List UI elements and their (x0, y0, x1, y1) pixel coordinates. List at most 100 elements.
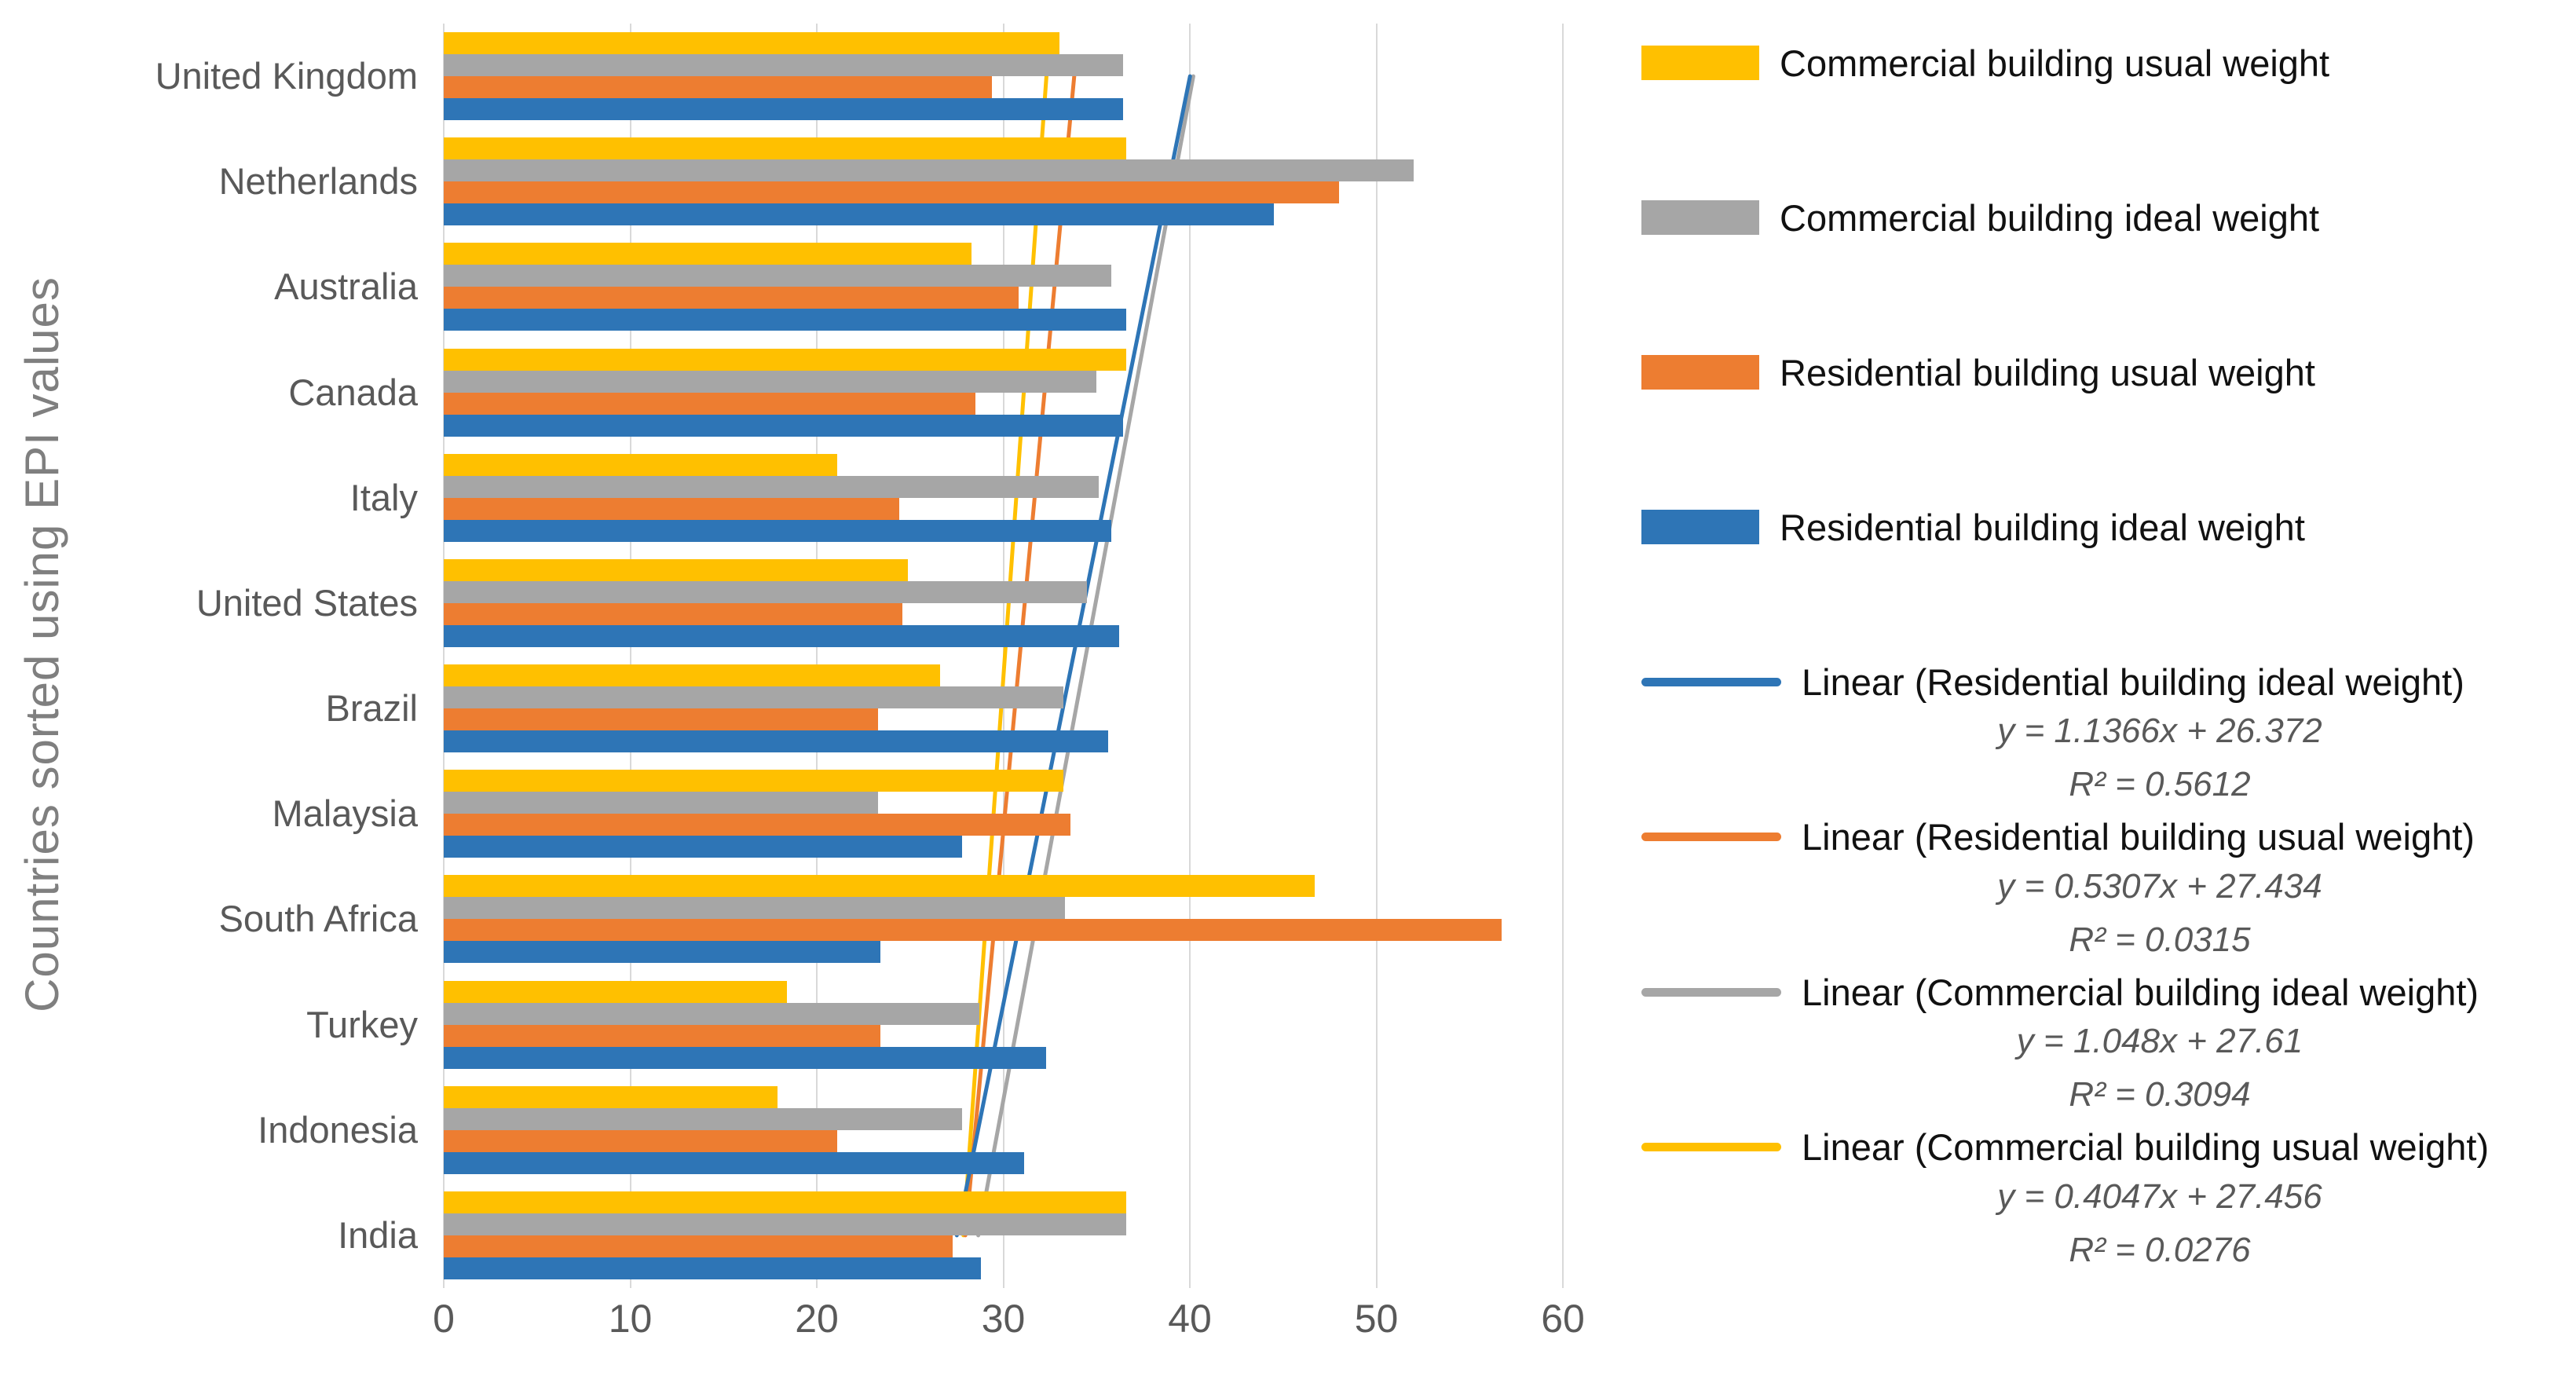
gridline-40 (1189, 24, 1191, 1288)
bar-commercial-building-usual-weight-turkey (444, 980, 787, 1003)
bar-residential-building-usual-weight-indonesia (444, 1129, 838, 1152)
legend-line-swatch-linear-commercial-building-ideal-weight (1641, 987, 1781, 997)
legend-item-residential-building-usual-weight: Residential building usual weight (1641, 342, 2315, 402)
category-label-united-kingdom: United Kingdom (155, 55, 418, 97)
bar-commercial-building-usual-weight-india (444, 1191, 1127, 1213)
x-tick-label-10: 10 (608, 1297, 653, 1341)
legend-equation-linear-commercial-building-ideal-weight: y = 1.048x + 27.61 (2016, 1022, 2303, 1060)
category-label-south-africa: South Africa (218, 898, 418, 940)
bar-commercial-building-ideal-weight-india (444, 1213, 1127, 1235)
legend-item-commercial-building-ideal-weight: Commercial building ideal weight (1641, 188, 2319, 247)
bar-commercial-building-ideal-weight-malaysia (444, 792, 879, 814)
trendline-linear-commercial-building-ideal-weight (976, 74, 1195, 1238)
bar-residential-building-usual-weight-india (444, 1235, 953, 1257)
bar-residential-building-ideal-weight-south-africa (444, 941, 880, 964)
x-tick-label-0: 0 (433, 1297, 455, 1341)
legend-item-commercial-building-usual-weight: Commercial building usual weight (1641, 33, 2329, 93)
legend-line-swatch-linear-residential-building-usual-weight (1641, 833, 1781, 841)
bar-commercial-building-usual-weight-united-states (444, 558, 909, 581)
bar-commercial-building-ideal-weight-canada (444, 370, 1097, 393)
legend-label-linear-residential-building-ideal-weight: Linear (Residential building ideal weigh… (1802, 661, 2464, 703)
bar-residential-building-ideal-weight-australia (444, 309, 1127, 331)
bar-residential-building-usual-weight-turkey (444, 1024, 880, 1047)
legend-label-commercial-building-ideal-weight: Commercial building ideal weight (1780, 196, 2320, 239)
category-label-turkey: Turkey (306, 1003, 418, 1045)
legend-swatch-commercial-building-usual-weight (1641, 46, 1759, 80)
legend-equation-linear-residential-building-ideal-weight: y = 1.1366x + 26.372 (1997, 712, 2322, 750)
legend-label-commercial-building-usual-weight: Commercial building usual weight (1780, 42, 2330, 84)
legend-swatch-commercial-building-ideal-weight (1641, 200, 1759, 235)
bar-residential-building-usual-weight-australia (444, 287, 1019, 309)
category-label-italy: Italy (349, 476, 418, 518)
legend-r-squared-linear-commercial-building-ideal-weight: R² = 0.3094 (2069, 1075, 2251, 1114)
bar-residential-building-ideal-weight-italy (444, 519, 1112, 542)
bar-residential-building-usual-weight-south-africa (444, 919, 1502, 942)
bar-residential-building-usual-weight-brazil (444, 708, 879, 731)
bar-commercial-building-usual-weight-indonesia (444, 1085, 778, 1108)
legend-r-squared-linear-commercial-building-usual-weight: R² = 0.0276 (2069, 1230, 2251, 1269)
bar-residential-building-ideal-weight-united-states (444, 624, 1119, 647)
bar-commercial-building-usual-weight-malaysia (444, 770, 1063, 792)
category-label-malaysia: Malaysia (272, 792, 418, 835)
x-tick-label-20: 20 (795, 1297, 839, 1341)
bar-commercial-building-usual-weight-brazil (444, 664, 940, 687)
category-label-indonesia: Indonesia (258, 1108, 418, 1151)
category-label-canada: Canada (288, 371, 418, 413)
bar-residential-building-ideal-weight-canada (444, 414, 1123, 437)
legend-item-linear-commercial-building-ideal-weight: Linear (Commercial building ideal weight… (1641, 962, 2479, 1022)
legend-label-linear-residential-building-usual-weight: Linear (Residential building usual weigh… (1802, 816, 2475, 858)
trendline-linear-residential-building-ideal-weight (954, 74, 1192, 1238)
bar-residential-building-usual-weight-netherlands (444, 181, 1339, 204)
bar-commercial-building-ideal-weight-brazil (444, 686, 1063, 709)
bar-commercial-building-usual-weight-canada (444, 348, 1127, 371)
bar-residential-building-usual-weight-united-states (444, 602, 903, 625)
bar-residential-building-ideal-weight-indonesia (444, 1151, 1024, 1174)
legend-r-squared-linear-residential-building-usual-weight: R² = 0.0315 (2069, 920, 2251, 959)
bar-residential-building-ideal-weight-united-kingdom (444, 98, 1123, 121)
legend-swatch-residential-building-usual-weight (1641, 355, 1759, 390)
legend-label-residential-building-ideal-weight: Residential building ideal weight (1780, 506, 2305, 548)
gridline-50 (1375, 24, 1378, 1288)
legend-equation-linear-residential-building-usual-weight: y = 0.5307x + 27.434 (1997, 866, 2322, 906)
gridline-60 (1562, 24, 1564, 1288)
bar-residential-building-ideal-weight-netherlands (444, 203, 1274, 226)
bar-residential-building-ideal-weight-india (444, 1257, 981, 1279)
bar-commercial-building-ideal-weight-united-states (444, 580, 1088, 603)
bar-commercial-building-usual-weight-south-africa (444, 875, 1315, 898)
x-tick-label-60: 60 (1541, 1297, 1585, 1341)
bar-commercial-building-ideal-weight-united-kingdom (444, 54, 1123, 77)
legend-item-linear-commercial-building-usual-weight: Linear (Commercial building usual weight… (1641, 1118, 2489, 1177)
bar-commercial-building-ideal-weight-indonesia (444, 1107, 963, 1130)
gridline-10 (629, 24, 631, 1288)
bar-residential-building-usual-weight-united-kingdom (444, 76, 993, 99)
bar-commercial-building-ideal-weight-australia (444, 265, 1112, 287)
bar-commercial-building-usual-weight-united-kingdom (444, 32, 1059, 55)
category-axis-labels: United Kingdom Netherlands Australia Canada… (0, 24, 430, 1288)
x-tick-label-30: 30 (981, 1297, 1026, 1341)
bar-residential-building-usual-weight-canada (444, 392, 975, 415)
bar-commercial-building-ideal-weight-netherlands (444, 159, 1414, 182)
gridline-0 (443, 24, 445, 1288)
bar-commercial-building-usual-weight-italy (444, 453, 838, 476)
bar-commercial-building-usual-weight-netherlands (444, 137, 1127, 160)
legend-item-linear-residential-building-ideal-weight: Linear (Residential building ideal weigh… (1641, 652, 2464, 712)
legend-swatch-residential-building-ideal-weight (1641, 510, 1759, 544)
category-label-brazil: Brazil (325, 687, 418, 730)
legend-label-residential-building-usual-weight: Residential building usual weight (1780, 351, 2315, 393)
gridline-20 (816, 24, 818, 1288)
bar-residential-building-ideal-weight-brazil (444, 730, 1108, 753)
plot-area (443, 24, 1564, 1288)
category-label-india: India (338, 1213, 418, 1256)
legend-line-swatch-linear-commercial-building-usual-weight (1641, 1143, 1781, 1151)
legend-line-swatch-linear-residential-building-ideal-weight (1641, 677, 1781, 686)
bar-commercial-building-ideal-weight-turkey (444, 1002, 979, 1025)
legend-equation-linear-commercial-building-usual-weight: y = 0.4047x + 27.456 (1997, 1177, 2322, 1216)
bar-residential-building-usual-weight-malaysia (444, 814, 1070, 836)
x-tick-label-40: 40 (1168, 1297, 1212, 1341)
category-label-netherlands: Netherlands (218, 160, 418, 203)
bar-commercial-building-ideal-weight-south-africa (444, 897, 1065, 920)
legend-item-linear-residential-building-usual-weight: Linear (Residential building usual weigh… (1641, 807, 2475, 867)
legend-r-squared-linear-residential-building-ideal-weight: R² = 0.5612 (2069, 765, 2251, 803)
bar-residential-building-ideal-weight-malaysia (444, 836, 963, 858)
category-label-united-states: United States (196, 581, 418, 624)
